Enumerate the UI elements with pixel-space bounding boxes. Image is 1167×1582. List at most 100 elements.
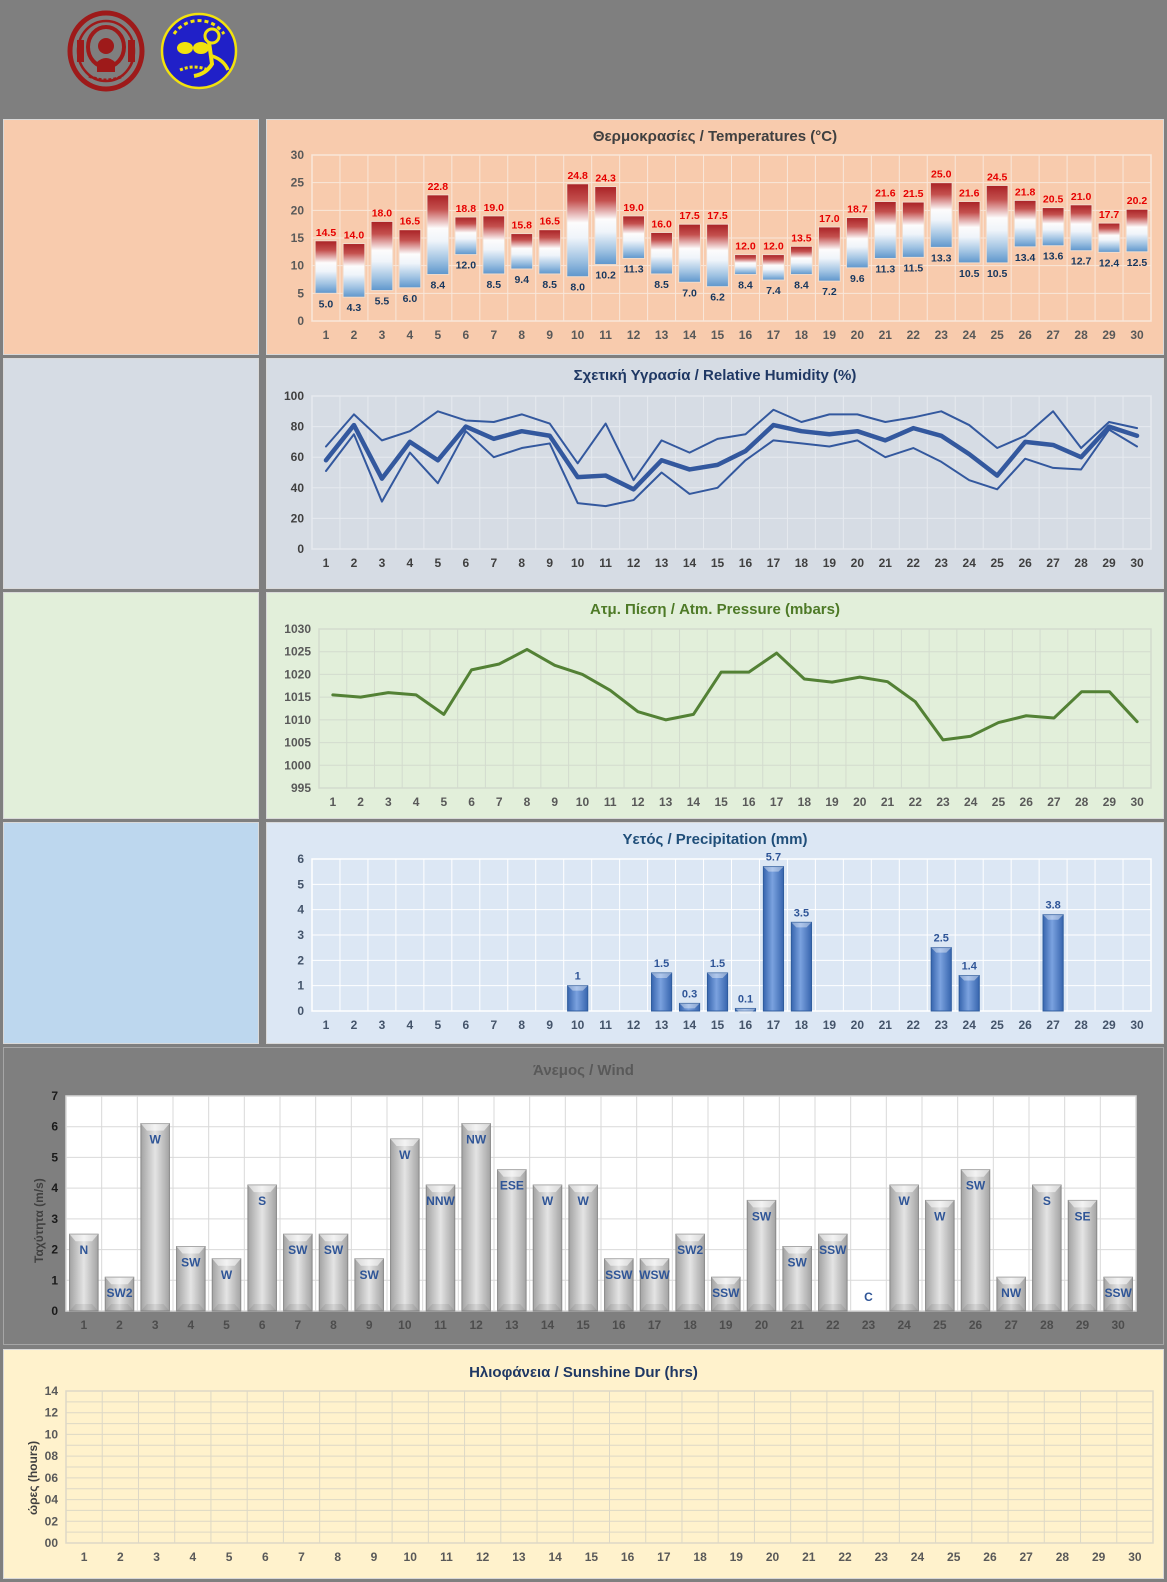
svg-text:25: 25 [947, 1550, 961, 1564]
temperature-chart-panel: Θερμοκρασίες / Temperatures (°C) 0 5 10 15 2… [266, 119, 1164, 355]
svg-text:9: 9 [546, 556, 553, 570]
svg-text:24: 24 [963, 556, 977, 570]
svg-text:4: 4 [413, 795, 420, 809]
svg-text:11.3: 11.3 [624, 263, 644, 275]
svg-text:3: 3 [297, 928, 304, 942]
pressure-chart-panel: Ατμ. Πίεση / Atm. Pressure (mbars) 995 10… [266, 592, 1164, 819]
svg-text:NW: NW [466, 1133, 487, 1147]
svg-text:16: 16 [621, 1550, 635, 1564]
svg-text:08: 08 [45, 1449, 59, 1463]
svg-text:21.5: 21.5 [903, 188, 924, 200]
svg-text:29: 29 [1102, 328, 1116, 342]
svg-text:16: 16 [739, 556, 753, 570]
svg-text:30: 30 [1130, 328, 1144, 342]
svg-text:26: 26 [969, 1318, 983, 1332]
svg-text:19: 19 [825, 795, 839, 809]
svg-text:06: 06 [45, 1471, 59, 1485]
svg-text:22: 22 [838, 1550, 852, 1564]
svg-text:11: 11 [599, 556, 612, 570]
svg-text:28: 28 [1074, 556, 1088, 570]
svg-text:14: 14 [45, 1384, 59, 1398]
svg-text:21: 21 [879, 556, 893, 570]
svg-text:2: 2 [351, 328, 358, 342]
svg-text:7.4: 7.4 [766, 285, 781, 297]
svg-text:1: 1 [51, 1273, 58, 1287]
svg-text:26: 26 [983, 1550, 997, 1564]
svg-text:SW: SW [288, 1243, 308, 1257]
svg-text:23: 23 [936, 795, 950, 809]
svg-text:SW: SW [324, 1243, 344, 1257]
svg-text:24: 24 [964, 795, 978, 809]
svg-text:S: S [1043, 1194, 1051, 1208]
svg-text:8.0: 8.0 [570, 282, 585, 294]
svg-text:1015: 1015 [284, 690, 311, 704]
svg-text:14: 14 [548, 1550, 562, 1564]
svg-text:10: 10 [291, 259, 305, 273]
svg-text:SSW: SSW [819, 1243, 847, 1257]
svg-text:W: W [542, 1194, 554, 1208]
svg-text:17.0: 17.0 [819, 213, 840, 225]
svg-text:SW: SW [181, 1256, 201, 1270]
svg-text:12: 12 [631, 795, 645, 809]
svg-text:21: 21 [881, 795, 895, 809]
svg-text:5: 5 [435, 556, 442, 570]
svg-text:NNW: NNW [426, 1194, 455, 1208]
svg-text:26: 26 [1018, 1018, 1032, 1032]
svg-text:13: 13 [512, 1550, 526, 1564]
svg-text:18: 18 [795, 556, 809, 570]
svg-text:5.5: 5.5 [375, 296, 390, 308]
svg-text:6: 6 [462, 1018, 469, 1032]
svg-text:12: 12 [627, 556, 641, 570]
svg-text:30: 30 [1111, 1318, 1125, 1332]
svg-text:W: W [399, 1148, 411, 1162]
svg-text:7: 7 [294, 1318, 301, 1332]
svg-text:ESE: ESE [500, 1179, 524, 1193]
svg-text:1030: 1030 [284, 622, 311, 636]
svg-text:17.5: 17.5 [707, 210, 728, 222]
svg-text:2: 2 [351, 556, 358, 570]
svg-text:23: 23 [875, 1550, 889, 1564]
svg-text:14: 14 [683, 328, 697, 342]
svg-text:15: 15 [711, 328, 725, 342]
svg-text:11: 11 [599, 1018, 612, 1032]
svg-text:21.8: 21.8 [1015, 186, 1036, 198]
svg-text:20.5: 20.5 [1043, 194, 1064, 206]
precipitation-side-block [3, 822, 259, 1044]
svg-text:5: 5 [297, 877, 304, 891]
svg-text:24: 24 [963, 1018, 977, 1032]
svg-text:17.5: 17.5 [679, 210, 700, 222]
svg-text:60: 60 [291, 450, 305, 464]
svg-text:26: 26 [1018, 328, 1032, 342]
svg-text:18.8: 18.8 [456, 203, 477, 215]
svg-text:SW2: SW2 [106, 1286, 132, 1300]
svg-text:8: 8 [334, 1550, 341, 1564]
svg-text:4: 4 [407, 1018, 414, 1032]
svg-text:1.5: 1.5 [710, 958, 725, 970]
svg-text:2: 2 [51, 1243, 58, 1257]
pressure-side-block [3, 592, 259, 819]
svg-text:10.5: 10.5 [959, 268, 980, 280]
svg-text:25: 25 [991, 556, 1005, 570]
svg-text:29: 29 [1092, 1550, 1106, 1564]
wind-yaxis-label: Ταχύτητα (m/s) [32, 1178, 46, 1263]
svg-text:9: 9 [546, 328, 553, 342]
svg-text:02: 02 [45, 1514, 59, 1528]
svg-text:WSW: WSW [639, 1268, 670, 1282]
svg-text:2: 2 [116, 1318, 123, 1332]
svg-text:14: 14 [687, 795, 701, 809]
svg-text:3: 3 [385, 795, 392, 809]
svg-text:16: 16 [612, 1318, 626, 1332]
svg-text:3: 3 [379, 556, 386, 570]
svg-text:6: 6 [468, 795, 475, 809]
svg-text:10: 10 [576, 795, 590, 809]
svg-text:7: 7 [496, 795, 503, 809]
svg-text:12: 12 [476, 1550, 490, 1564]
svg-text:21.6: 21.6 [959, 187, 980, 199]
svg-text:995: 995 [291, 781, 311, 795]
svg-text:5: 5 [435, 328, 442, 342]
